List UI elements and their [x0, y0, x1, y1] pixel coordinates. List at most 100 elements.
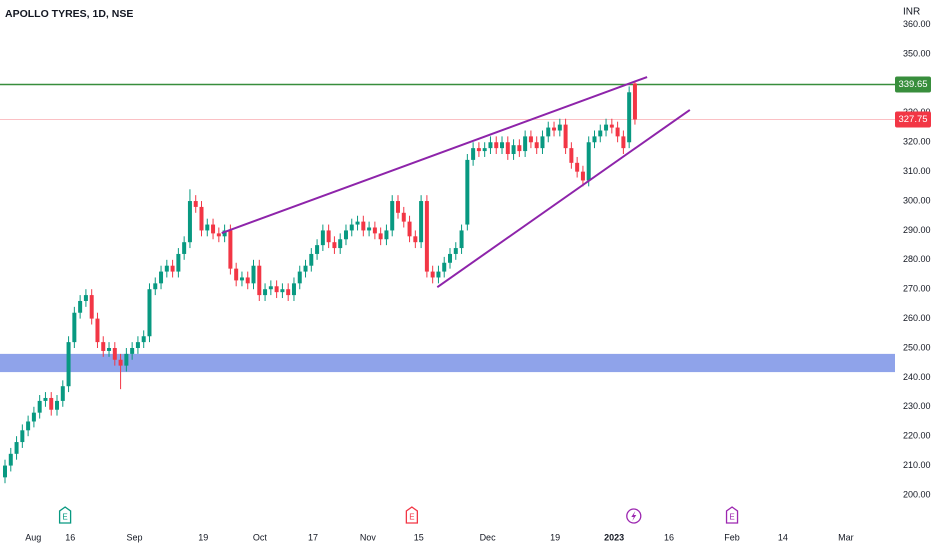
candle-body: [430, 271, 435, 278]
candle-body: [216, 233, 221, 237]
candle-body: [372, 227, 377, 234]
candle-body: [586, 142, 591, 181]
candle-body: [332, 242, 337, 249]
x-tick-label: 2023: [604, 532, 624, 542]
candle-body: [193, 201, 198, 207]
candle-body: [627, 92, 632, 143]
x-tick-label: 19: [550, 532, 560, 542]
candle-body: [552, 127, 557, 131]
chart-title: APOLLO TYRES, 1D, NSE: [5, 8, 133, 20]
candle-body: [534, 142, 539, 149]
y-tick-label: 270.00: [903, 284, 931, 294]
candle-body: [557, 124, 562, 131]
candle-body: [182, 242, 187, 254]
candle-body: [257, 265, 262, 296]
candle-body: [251, 265, 256, 284]
candle-body: [343, 230, 348, 240]
candle-body: [395, 201, 400, 213]
candle-body: [89, 295, 94, 319]
candle-body: [407, 221, 412, 237]
trend-line: [221, 76, 648, 235]
x-tick-label: Sep: [126, 532, 142, 542]
candle-body: [101, 342, 106, 351]
candle-body: [49, 397, 54, 410]
candle-body: [546, 127, 551, 137]
candle-body: [528, 136, 533, 143]
candle-body: [291, 283, 296, 296]
candle-body: [222, 230, 227, 237]
y-tick-label: 240.00: [903, 372, 931, 382]
x-tick-label: Aug: [25, 532, 41, 542]
trend-line: [436, 109, 691, 288]
candle-body: [8, 453, 13, 466]
candle-body: [31, 412, 36, 422]
event-icon: [58, 506, 72, 524]
candle-body: [309, 253, 314, 266]
candle-body: [384, 230, 389, 240]
candle-body: [26, 421, 31, 431]
candle-body: [390, 201, 395, 231]
candle-body: [176, 253, 181, 272]
candle-body: [471, 148, 476, 160]
candle-body: [500, 142, 505, 149]
last-price-label: 327.75: [898, 114, 927, 125]
level-price-label: 339.65: [898, 79, 927, 90]
x-tick-label: 14: [778, 532, 788, 542]
candle-body: [494, 142, 499, 149]
candle-body: [615, 127, 620, 137]
candle-body: [245, 277, 250, 284]
candle-body: [476, 148, 481, 152]
candle-body: [453, 248, 458, 254]
candle-body: [303, 265, 308, 272]
support-zone: [0, 353, 895, 373]
y-tick-label: 220.00: [903, 431, 931, 441]
x-tick-label: Mar: [838, 532, 854, 542]
candle-body: [147, 289, 152, 337]
y-tick-label: 310.00: [903, 166, 931, 176]
candle-body: [95, 318, 100, 343]
candle-body: [632, 83, 637, 120]
candle-body: [141, 336, 146, 343]
candle-body: [170, 265, 175, 272]
candle-body: [268, 286, 273, 290]
candle-body: [569, 148, 574, 163]
candle-body: [349, 224, 354, 231]
y-tick-label: 290.00: [903, 225, 931, 235]
candle-body: [436, 271, 441, 278]
candle-body: [187, 201, 192, 243]
candle-body: [378, 233, 383, 240]
candle-body: [338, 239, 343, 249]
candle-body: [263, 289, 268, 296]
event-marker: E: [725, 506, 739, 524]
event-icon: [631, 511, 637, 521]
candle-body: [286, 289, 291, 296]
event-marker: E: [405, 506, 419, 524]
x-tick-label: Dec: [480, 532, 497, 542]
candle-body: [442, 262, 447, 272]
x-tick-label: 16: [664, 532, 674, 542]
candle-body: [367, 227, 372, 231]
candle-body: [511, 145, 516, 155]
y-tick-label: 200.00: [903, 489, 931, 499]
y-tick-label: 320.00: [903, 137, 931, 147]
x-tick-label: 15: [414, 532, 424, 542]
candle-body: [55, 400, 60, 410]
candle-body: [598, 130, 603, 137]
candle-body: [112, 348, 117, 360]
currency-label: INR: [903, 7, 920, 18]
y-tick-label: 250.00: [903, 342, 931, 352]
x-tick-label: Oct: [253, 532, 268, 542]
candle-body: [297, 271, 302, 284]
event-icon: [405, 506, 419, 524]
candle-body: [459, 230, 464, 249]
event-label: E: [409, 513, 414, 522]
y-tick-label: 300.00: [903, 195, 931, 205]
candle-body: [107, 348, 112, 351]
candle-body: [424, 201, 429, 272]
candle-body: [355, 221, 360, 225]
candle-body: [83, 295, 88, 301]
candle-body: [465, 159, 470, 225]
candle-body: [14, 442, 19, 454]
